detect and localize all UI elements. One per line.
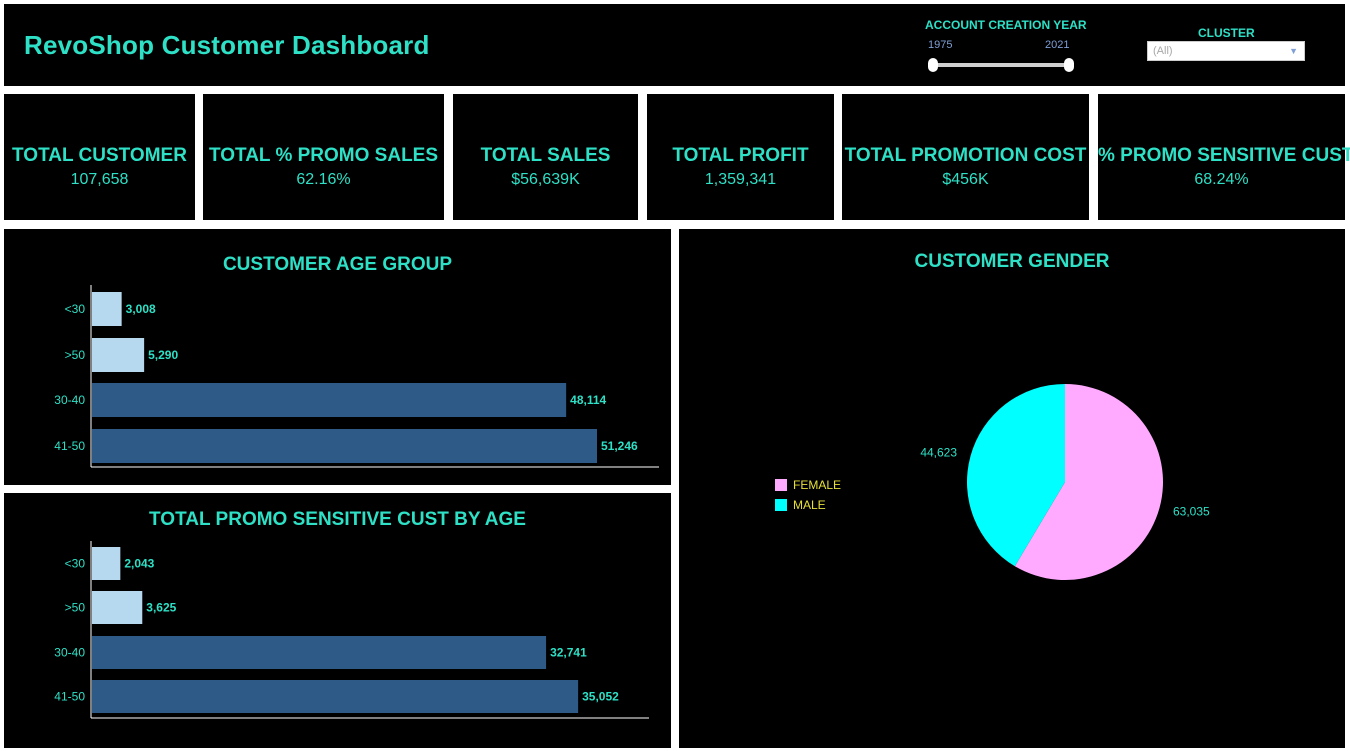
promo-sensitive-by-age-chart: <30 2,043 >50 3,625 30-40 32,741 41-50 35,052 xyxy=(54,541,649,719)
cluster-selected-value: (All) xyxy=(1153,45,1173,57)
kpi-value: $56,639K xyxy=(511,171,580,188)
kpi-title: TOTAL % PROMO SALES xyxy=(208,145,439,166)
chart-title: CUSTOMER AGE GROUP xyxy=(222,254,453,275)
kpi-value: 68.24% xyxy=(1194,171,1249,188)
legend-swatch-female xyxy=(775,479,787,491)
cluster-label: CLUSTER xyxy=(1198,26,1255,40)
kpi-title: TOTAL CUSTOMER xyxy=(12,145,187,166)
category-tick-label: >50 xyxy=(65,348,86,362)
data-label: 51,246 xyxy=(601,439,638,453)
legend-label-male[interactable]: MALE xyxy=(793,498,826,512)
chart-title: TOTAL PROMO SENSITIVE CUST BY AGE xyxy=(149,509,526,530)
legend-label-female[interactable]: FEMALE xyxy=(793,478,842,492)
header-panel: RevoShop Customer Dashboard ACCOUNT CREA… xyxy=(4,4,1345,86)
customer-gender-panel: CUSTOMER GENDER FEMALE MALE 63,035 44,623 xyxy=(679,229,1345,748)
year-slider-min-handle[interactable] xyxy=(928,58,938,72)
bar xyxy=(92,591,143,624)
dashboard-title: RevoShop Customer Dashboard xyxy=(24,30,430,60)
pie-slice-male xyxy=(967,384,1065,567)
bar xyxy=(92,680,579,713)
kpi-card-total-promo-sales: TOTAL % PROMO SALES 62.16% xyxy=(203,94,444,220)
customer-age-group-panel: CUSTOMER AGE GROUP <30 3,008 >50 5,290 30-40… xyxy=(4,229,671,485)
kpi-card-total-customer: TOTAL CUSTOMER 107,658 xyxy=(4,94,195,220)
category-tick-label: 30-40 xyxy=(54,393,85,407)
customer-age-group-chart: <30 3,008 >50 5,290 30-40 48,114 41-50 51,246 xyxy=(54,285,659,468)
chevron-down-icon[interactable]: ▼ xyxy=(1289,46,1298,56)
chart-title: CUSTOMER GENDER xyxy=(914,251,1110,272)
data-label: 5,290 xyxy=(148,348,178,362)
year-range-slider[interactable] xyxy=(936,63,1074,67)
bar xyxy=(92,429,598,463)
kpi-title: TOTAL PROMOTION COST xyxy=(844,145,1087,166)
kpi-value: 107,658 xyxy=(70,171,129,188)
category-tick-label: 41-50 xyxy=(54,439,85,453)
kpi-card-total-sales: TOTAL SALES $56,639K xyxy=(453,94,638,220)
category-tick-label: 30-40 xyxy=(54,646,85,660)
year-max-value: 2021 xyxy=(1045,39,1070,51)
account-creation-year-label: ACCOUNT CREATION YEAR xyxy=(925,18,1087,32)
legend-swatch-male xyxy=(775,499,787,511)
bar xyxy=(92,292,122,326)
cluster-dropdown[interactable]: (All) ▼ xyxy=(1147,41,1305,61)
kpi-card-promo-sensitive-cust: % PROMO SENSITIVE CUST 68.24% xyxy=(1098,94,1350,220)
data-label: 35,052 xyxy=(582,690,619,704)
kpi-value: 62.16% xyxy=(296,171,351,188)
pie-slice-female xyxy=(1014,384,1163,580)
data-label: 3,625 xyxy=(146,601,176,615)
kpi-title: TOTAL SALES xyxy=(480,145,611,166)
year-slider-max-handle[interactable] xyxy=(1064,58,1074,72)
promo-sensitive-by-age-panel: TOTAL PROMO SENSITIVE CUST BY AGE <30 2,0… xyxy=(4,493,671,748)
data-label: 3,008 xyxy=(126,302,156,316)
data-label: 48,114 xyxy=(570,393,606,407)
year-min-value: 1975 xyxy=(928,39,953,51)
kpi-value: $456K xyxy=(942,171,989,188)
kpi-card-total-promotion-cost: TOTAL PROMOTION COST $456K xyxy=(842,94,1089,220)
kpi-card-total-profit: TOTAL PROFIT 1,359,341 xyxy=(647,94,834,220)
category-tick-label: <30 xyxy=(65,557,86,571)
pie-data-label: 44,623 xyxy=(920,445,957,459)
category-tick-label: 41-50 xyxy=(54,690,85,704)
bar xyxy=(92,338,145,372)
bar xyxy=(92,636,547,669)
customer-gender-pie-chart: 63,035 44,623 xyxy=(920,384,1210,580)
data-label: 2,043 xyxy=(124,557,154,571)
kpi-title: TOTAL PROFIT xyxy=(672,145,809,166)
bar xyxy=(92,383,567,417)
kpi-title: % PROMO SENSITIVE CUST xyxy=(1098,145,1350,166)
category-tick-label: >50 xyxy=(65,601,86,615)
kpi-value: 1,359,341 xyxy=(704,171,777,188)
pie-data-label: 63,035 xyxy=(1173,505,1210,519)
bar xyxy=(92,547,121,580)
category-tick-label: <30 xyxy=(65,302,86,316)
data-label: 32,741 xyxy=(550,646,587,660)
